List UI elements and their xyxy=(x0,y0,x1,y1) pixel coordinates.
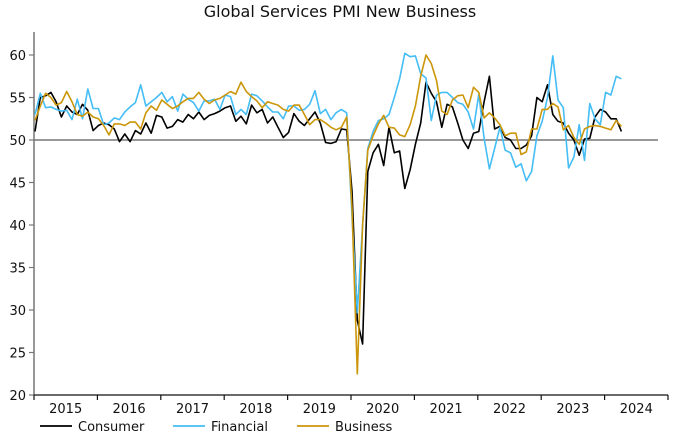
x-tick-label: 2024 xyxy=(620,402,653,417)
x-tick-label: 2020 xyxy=(366,402,399,417)
series-line-business xyxy=(34,54,623,375)
legend-label-business: Business xyxy=(335,420,393,435)
x-tick-label: 2023 xyxy=(556,402,589,417)
chart-title: Global Services PMI New Business xyxy=(204,2,476,21)
y-tick-label: 20 xyxy=(9,389,26,404)
series-line-financial xyxy=(34,52,622,314)
x-tick-label: 2018 xyxy=(239,402,272,417)
y-tick-label: 25 xyxy=(9,347,26,362)
y-tick-label: 35 xyxy=(9,262,26,277)
x-tick-label: 2016 xyxy=(113,402,146,417)
y-tick-label: 55 xyxy=(9,92,26,107)
legend-label-consumer: Consumer xyxy=(78,420,145,435)
x-tick-label: 2021 xyxy=(430,402,463,417)
axes: 20 25 30 35 40 45 50 55 60 2015 2016 2017 2018 2019 20… xyxy=(9,32,669,417)
x-tick-label: 2015 xyxy=(49,402,82,417)
y-tick-label: 50 xyxy=(9,134,26,149)
series-lines xyxy=(34,52,623,375)
y-tick-label: 40 xyxy=(9,219,26,234)
series-line-consumer xyxy=(34,75,623,345)
x-tick-label: 2017 xyxy=(176,402,209,417)
legend-label-financial: Financial xyxy=(211,420,268,435)
x-tick-label: 2022 xyxy=(493,402,526,417)
y-tick-label: 30 xyxy=(9,304,26,319)
y-tick-label: 45 xyxy=(9,177,26,192)
x-tick-label: 2019 xyxy=(303,402,336,417)
legend: Consumer Financial Business xyxy=(40,420,393,435)
y-tick-label: 60 xyxy=(9,49,26,64)
